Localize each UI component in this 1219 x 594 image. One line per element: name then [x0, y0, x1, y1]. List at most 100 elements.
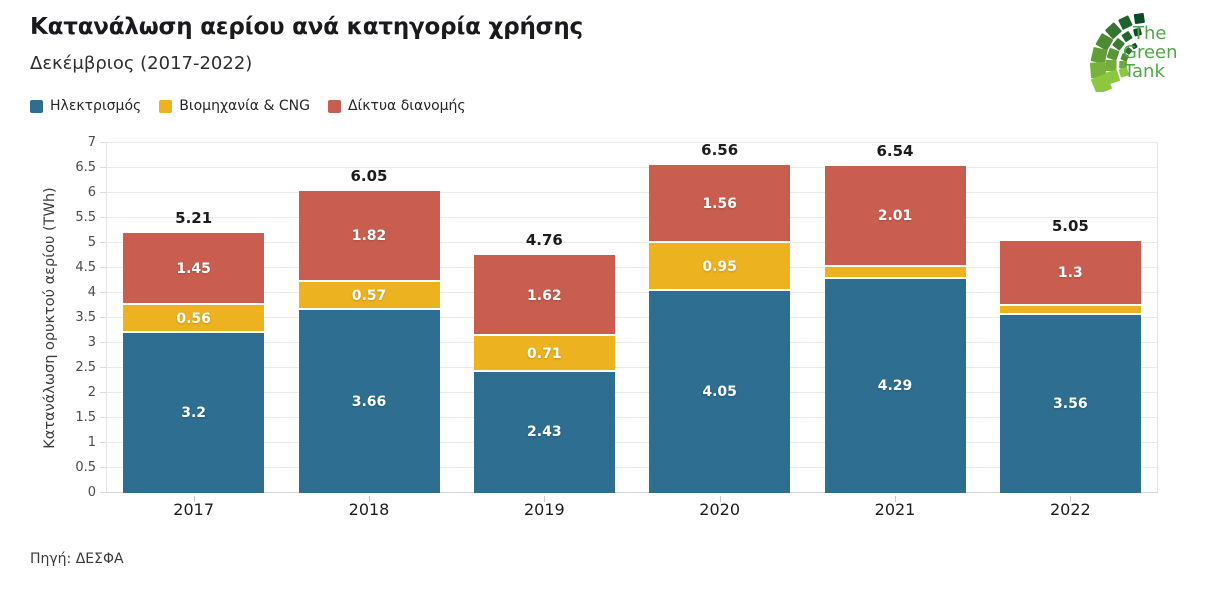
y-tick-mark [100, 242, 106, 243]
bar-segment [649, 243, 791, 291]
bar-value-label: 0.71 [527, 345, 562, 362]
y-tick-label: 6 [87, 185, 96, 200]
y-axis-ticks: 0 0.5 1 1.5 2 2.5 3 3.5 4 4.5 5 5.5 6 6.5 7 [0, 135, 100, 500]
bar-total-label: 6.56 [701, 141, 739, 159]
logo-fan-square [1089, 61, 1107, 79]
y-tick-mark [100, 442, 106, 443]
y-tick-label: 0 [87, 485, 96, 500]
bar-segment [999, 315, 1141, 493]
bar-segment [649, 290, 791, 493]
y-tick-label: 1 [87, 435, 96, 450]
x-tick-label: 2017 [173, 500, 215, 519]
bar-segment [824, 278, 966, 493]
logo-fan-square [1112, 38, 1125, 51]
legend-label: Δίκτυα διανομής [347, 98, 466, 114]
legend-item: Βιομηχανία & CNG [159, 98, 310, 114]
legend-swatch-icon [30, 99, 43, 113]
logo-fan-square [1133, 27, 1142, 37]
logo-text-line: The [1132, 23, 1166, 44]
x-tick-label: 2021 [874, 500, 916, 519]
gridline [106, 192, 1158, 193]
bar-segment [649, 165, 791, 243]
logo-fan-square [1105, 59, 1117, 72]
logo-fan-square [1133, 12, 1145, 24]
y-tick-label: 4.5 [75, 260, 96, 275]
y-tick-mark [100, 267, 106, 268]
green-tank-logo-graphic: The Green Tank [1089, 12, 1178, 95]
logo-fan-square [1118, 15, 1133, 30]
x-tick-label: 2022 [1049, 500, 1091, 519]
y-tick-label: 3 [87, 335, 96, 350]
gridline [106, 367, 1158, 368]
bar-value-label: 3.2 [181, 405, 207, 421]
gridline [106, 417, 1158, 418]
y-tick-label: 7 [87, 135, 96, 150]
y-tick-label: 0.5 [75, 460, 96, 475]
legend-swatch-icon [159, 99, 173, 113]
y-tick-mark [100, 167, 106, 168]
green-tank-logo: The Green Tank [1086, 6, 1214, 96]
gridline [106, 217, 1158, 218]
bar-total-label: 5.21 [175, 208, 213, 227]
y-tick-label: 5.5 [75, 210, 96, 225]
bar-value-label: 2.43 [527, 424, 562, 441]
gridline [106, 317, 1158, 318]
x-tick-mark [895, 496, 896, 502]
bar-value-label: 4.29 [877, 377, 913, 394]
plot-right-edge [1157, 143, 1158, 493]
bar-segment [298, 310, 440, 493]
x-tick-label: 2019 [523, 500, 565, 519]
y-tick-mark [100, 467, 106, 468]
logo-fan-square [1119, 60, 1127, 69]
y-tick-mark [100, 217, 106, 218]
bar-segment [298, 281, 440, 310]
x-tick-mark [719, 496, 721, 502]
legend-item: Ηλεκτρισμός [30, 98, 141, 114]
gridline [106, 167, 1158, 168]
legend-label: Ηλεκτρισμός [50, 98, 142, 114]
bar-segment [824, 266, 966, 279]
y-tick-label: 2.5 [75, 360, 96, 375]
bar-value-label: 4.05 [702, 383, 737, 400]
x-axis-labels: 2017 2018 2019 2020 2021 2022 [106, 500, 1158, 524]
bar-total-label: 5.05 [1051, 216, 1089, 235]
x-tick-label: 2018 [348, 500, 390, 519]
bar-total-label: 6.54 [876, 142, 914, 160]
gridline [106, 142, 1158, 143]
y-tick-label: 3.5 [75, 310, 96, 325]
bar-segment [473, 255, 615, 336]
legend: Ηλεκτρισμός Βιομηχανία & CNG Δίκτυα διανομ… [30, 98, 466, 114]
logo-fan-square [1090, 47, 1108, 64]
y-tick-mark [100, 192, 106, 193]
logo-fan-square [1105, 22, 1122, 39]
logo-fan-square [1124, 47, 1133, 55]
logo-fan-square [1095, 33, 1114, 51]
bar-value-label: 2.01 [877, 208, 913, 225]
bar-value-label: 1.62 [527, 287, 562, 304]
chart-subtitle: Δεκέμβριος (2017-2022) [30, 53, 253, 74]
bar-segment [999, 305, 1141, 315]
y-tick-mark [100, 492, 106, 493]
gridline [106, 342, 1158, 343]
bar-value-label: 1.82 [351, 228, 387, 244]
bar-value-label: 1.56 [702, 196, 737, 212]
y-tick-mark [100, 367, 106, 368]
gridline [106, 242, 1158, 243]
y-tick-mark [100, 142, 106, 143]
y-tick-label: 2 [87, 385, 96, 400]
y-tick-label: 1.5 [75, 410, 96, 425]
gridline [106, 392, 1158, 393]
logo-text-line: Green [1123, 42, 1178, 63]
bar-segment [123, 333, 265, 493]
bar-total-label: 6.05 [350, 166, 388, 185]
y-tick-label: 4 [87, 285, 96, 300]
y-tick-mark [100, 317, 106, 318]
bar-value-label: 3.66 [351, 393, 387, 410]
y-tick-mark [100, 392, 106, 393]
bar-value-label: 0.56 [176, 311, 211, 327]
logo-fan-square [1131, 43, 1138, 50]
logo-fan-square [1091, 73, 1112, 95]
gridline [106, 467, 1158, 468]
